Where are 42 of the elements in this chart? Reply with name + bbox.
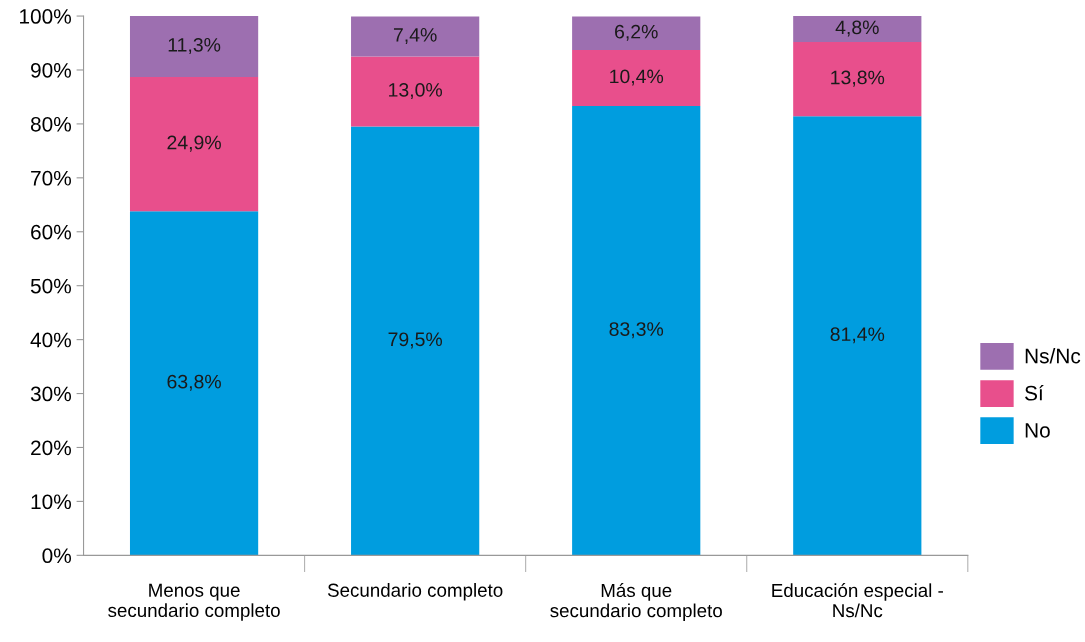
data-label: 83,3%: [609, 322, 664, 339]
bar: [572, 106, 701, 556]
y-tick-label: 10%: [31, 494, 71, 510]
bar: [793, 16, 922, 42]
data-label: 63,8%: [167, 374, 221, 391]
y-tick-label: 20%: [31, 440, 71, 456]
bar: [351, 16, 480, 57]
y-tick-label: 80%: [30, 116, 71, 132]
x-tick-label: Menos que secundario completo: [108, 583, 280, 621]
legend-label: No: [1025, 423, 1050, 438]
bar: [351, 56, 480, 127]
bar: [793, 41, 922, 117]
data-label: 13,8%: [831, 70, 885, 87]
x-tick-label: Secundario completo: [327, 583, 503, 601]
bar: [572, 16, 701, 51]
bar: [351, 126, 480, 556]
data-label: 11,3%: [168, 37, 221, 55]
data-label: 10,4%: [610, 69, 664, 86]
legend-label: Ns/Nc: [1025, 348, 1081, 364]
y-tick-label: 40%: [30, 332, 71, 348]
bar: [129, 76, 259, 212]
bar: [129, 16, 259, 77]
bar: [793, 116, 922, 556]
y-tick-label: 60%: [31, 224, 71, 240]
data-label: 4,8%: [835, 20, 879, 37]
data-label: 13,0%: [389, 83, 443, 100]
bar: [572, 50, 701, 107]
y-tick-label: 90%: [31, 62, 71, 78]
data-label: 81,4%: [830, 327, 885, 344]
y-tick-label: 70%: [31, 170, 71, 186]
legend-label: Sí: [1025, 385, 1044, 401]
x-tick-label: Más que secundario completo: [550, 583, 722, 621]
data-label: 24,9%: [167, 135, 221, 152]
data-label: 79,5%: [388, 332, 443, 349]
bar: [129, 211, 259, 556]
y-tick-label: 100%: [20, 9, 71, 24]
y-tick-label: 30%: [30, 386, 71, 402]
data-label: 7,4%: [393, 28, 437, 45]
y-tick-label: 0%: [42, 548, 71, 564]
data-label: 6,2%: [615, 24, 658, 41]
y-tick-label: 50%: [30, 278, 71, 294]
x-tick-label: Educación especial - Ns/Nc: [772, 583, 943, 618]
